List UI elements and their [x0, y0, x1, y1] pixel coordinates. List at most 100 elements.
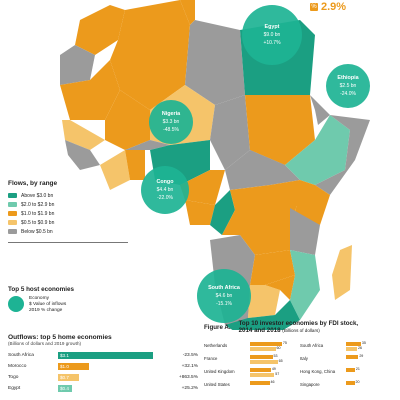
bubble-key-icon	[8, 296, 24, 312]
figure-bar-2018	[250, 381, 270, 385]
chad-region	[210, 95, 250, 170]
figure-country: Singapore	[300, 382, 320, 387]
bubble-ethiopia: Ethiopia $2.5 bn -24.0%	[326, 64, 370, 108]
svg-text:South Africa: South Africa	[208, 285, 241, 291]
figure-value-a: 21	[355, 367, 360, 371]
ghana-region	[125, 148, 145, 180]
svg-text:-24.0%: -24.0%	[340, 91, 356, 97]
svg-text:Egypt: Egypt	[265, 24, 280, 30]
figure-bars: 53 65	[250, 354, 290, 365]
figure-value-a: 20	[355, 380, 360, 384]
swatch-above-3	[8, 193, 17, 198]
outflows-subtitle: (Billions of dollars and 2019 growth)	[8, 341, 82, 346]
uganda-region	[285, 180, 300, 208]
svg-text:$4.6 bn: $4.6 bn	[216, 293, 233, 299]
figure-a: Figure A. Top 10 investor economies by F…	[204, 320, 396, 392]
figure-bar-2018	[250, 355, 273, 359]
legend-label: Below $0.5 bn	[21, 228, 53, 235]
figure-bars: 35 26	[346, 341, 386, 352]
tunisia-region	[180, 0, 195, 25]
outflow-growth: +25.2%	[181, 386, 198, 391]
botswana-region	[248, 285, 280, 318]
svg-text:$9.0 bn: $9.0 bn	[264, 32, 281, 38]
outflow-value: $1.0	[60, 364, 69, 369]
figure-country: Italy	[300, 356, 308, 361]
kenya-region	[295, 180, 330, 225]
eritrea-region	[310, 95, 330, 125]
libya-region	[185, 20, 245, 105]
figure-value-a: 53	[273, 354, 278, 358]
figure-bar-2018	[346, 368, 355, 372]
figure-value-a: 46	[270, 380, 275, 384]
congo-region	[210, 190, 235, 235]
swatch-2-29	[8, 202, 17, 207]
figure-value-b: 65	[278, 359, 283, 363]
figure-bars: 29	[346, 354, 386, 365]
figure-country: Netherlands	[204, 343, 228, 348]
gabon-region	[185, 200, 215, 225]
percent-icon: %	[310, 3, 318, 11]
ivory-coast-region	[100, 150, 130, 190]
svg-text:+10.7%: +10.7%	[263, 40, 281, 46]
figure-title-line1: Top 10 investor economies by FDI stock,	[238, 320, 359, 327]
figure-value-b: 57	[275, 372, 280, 376]
outflow-bar-track: $0.4	[58, 385, 153, 392]
outflow-value: $0.7	[60, 375, 69, 380]
top5-line-economy: Economy	[29, 296, 49, 301]
africa-map: Egypt $9.0 bn +10.7% Ethiopia $2.5 bn -2…	[60, 0, 370, 330]
outflow-value: $3.1	[60, 353, 69, 358]
figure-title: Top 10 investor economies by FDI stock, …	[239, 320, 359, 334]
figure-country: United States	[204, 382, 230, 387]
legend-title: Flows, by range	[8, 180, 58, 187]
bubble-congo: Congo $4.4 bn -22.0%	[141, 166, 189, 214]
legend-item-1-19: $1.0 to $1.9 bn	[8, 209, 128, 218]
mozambique-region	[290, 250, 320, 320]
figure-value-b: 60	[276, 346, 281, 350]
madagascar-region	[332, 245, 352, 300]
mauritania-region	[60, 60, 120, 120]
svg-text:Congo: Congo	[156, 179, 174, 185]
senegal-region	[62, 120, 105, 150]
outflow-bar: $0.4	[58, 385, 72, 392]
figure-row: South Africa 35 26	[300, 340, 396, 353]
zimbabwe-region	[265, 275, 295, 300]
figure-country: South Africa	[300, 343, 324, 348]
cameroon-region	[180, 170, 225, 205]
top5-line-value: $ Value of inflows	[29, 301, 67, 307]
top5-title: Top 5 host economies	[8, 286, 75, 293]
ethiopia-region	[285, 115, 350, 185]
figure-row: United Kingdom 49 57	[204, 366, 300, 379]
figure-title-sub: (Billions of dollars)	[282, 328, 320, 333]
svg-text:-22.0%: -22.0%	[157, 195, 173, 201]
mali-region	[105, 90, 150, 150]
figure-value-a: 75	[282, 341, 287, 345]
svg-text:$2.5 bn: $2.5 bn	[340, 83, 357, 89]
figure-value-a: 35	[361, 341, 366, 345]
figure-bar-2014	[250, 347, 276, 351]
growth-badge-value: 2.9%	[321, 1, 347, 13]
legend-item-above-3: Above $3.0 bn	[8, 191, 128, 200]
sudan-region	[245, 95, 315, 165]
bubble-nigeria: Nigeria $3.3 bn -48.5%	[149, 100, 193, 144]
figure-row: Singapore 20	[300, 379, 396, 392]
bubble-egypt: Egypt $9.0 bn +10.7%	[242, 5, 302, 65]
legend-label: $2.0 to $2.9 bn	[21, 201, 55, 208]
drc-region	[222, 180, 300, 255]
outflow-country: Togo	[8, 375, 19, 380]
outflow-growth: +32.1%	[181, 364, 198, 369]
svg-text:$3.3 bn: $3.3 bn	[163, 119, 180, 125]
swatch-1-19	[8, 211, 17, 216]
somalia-region	[315, 115, 370, 195]
figure-bar-2014	[250, 360, 278, 364]
svg-text:Ethiopia: Ethiopia	[337, 75, 359, 81]
figure-row: Netherlands 75 60	[204, 340, 300, 353]
south-africa-region	[225, 300, 300, 330]
outflows-rows: South Africa $3.1 -23.5% Morocco $1.0 +32.1% T…	[8, 351, 198, 395]
svg-text:-15.1%: -15.1%	[216, 301, 232, 307]
outflow-row: Togo $0.7 +863.5%	[8, 373, 198, 384]
figure-country: France	[204, 356, 218, 361]
legend-item-05-09: $0.5 to $0.9 bn	[8, 218, 128, 227]
growth-badge: % 2.9%	[310, 0, 346, 14]
legend-label: Above $3.0 bn	[21, 192, 54, 199]
figure-country: United Kingdom	[204, 369, 235, 374]
